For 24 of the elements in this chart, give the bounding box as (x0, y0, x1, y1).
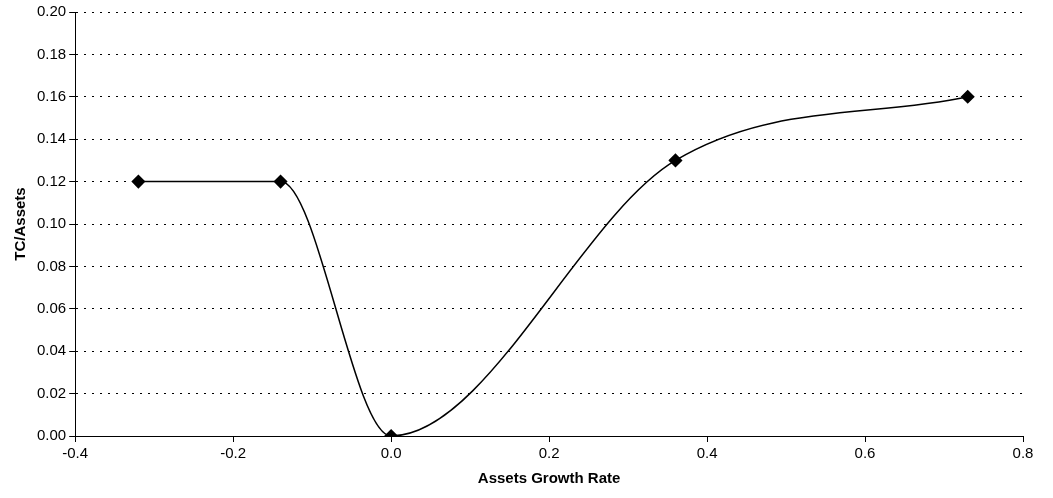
y-tick-label: 0.02 (36, 383, 67, 401)
x-tick-label: 0.6 (854, 444, 876, 462)
y-tick-label: 0.12 (36, 171, 67, 189)
y-tick-label: 0.14 (36, 129, 67, 147)
y-tick-label: 0.20 (36, 2, 67, 20)
x-axis-title: Assets Growth Rate (477, 469, 621, 487)
y-tick-label: 0.00 (36, 426, 67, 444)
x-tick-label: -0.2 (220, 444, 247, 462)
y-tick-label: 0.18 (36, 44, 67, 62)
y-tick-label: 0.16 (36, 86, 67, 104)
y-tick-label: 0.08 (36, 256, 67, 274)
y-tick-label: 0.10 (36, 214, 67, 232)
point (960, 90, 975, 104)
y-tick-label: 0.04 (36, 341, 67, 359)
x-tick-label: 0.2 (538, 444, 560, 462)
x-tick-label: 0.4 (696, 444, 718, 462)
y-axis-title: TC/Assets (11, 187, 29, 261)
x-tick-label: 0.8 (1012, 444, 1034, 462)
point (131, 174, 146, 189)
point (668, 153, 683, 168)
x-tick-label: 0.0 (380, 444, 402, 462)
y-tick-label: 0.06 (36, 298, 67, 316)
point (273, 174, 288, 189)
x-tick-label: -0.4 (62, 444, 89, 462)
